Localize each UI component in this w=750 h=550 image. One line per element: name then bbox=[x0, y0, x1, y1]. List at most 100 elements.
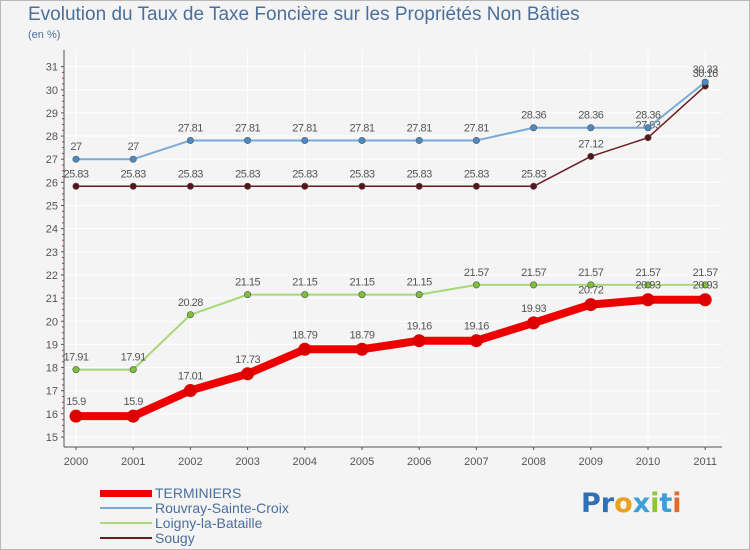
data-label-rouvray-sainte-croix: 30.33 bbox=[693, 64, 718, 76]
series-line-sougy bbox=[75, 85, 706, 188]
data-label-loigny-la-bataille: 17.91 bbox=[63, 352, 88, 364]
data-point-sougy bbox=[72, 182, 80, 190]
series-line-terminiers bbox=[72, 295, 710, 421]
data-point-rouvray-sainte-croix bbox=[358, 136, 366, 144]
data-label-rouvray-sainte-croix: 27.81 bbox=[292, 122, 317, 134]
legend-swatch-rouvray-sainte-croix bbox=[100, 507, 152, 509]
x-tick-label: 2011 bbox=[693, 456, 717, 468]
y-tick-label: 18 bbox=[46, 363, 58, 375]
data-label-sougy: 25.83 bbox=[121, 168, 146, 180]
data-point-loigny-la-bataille bbox=[472, 281, 480, 289]
legend-label-sougy: Sougy bbox=[155, 530, 195, 546]
data-label-terminiers: 18.79 bbox=[292, 329, 317, 341]
data-point-sougy bbox=[244, 182, 252, 190]
series-line-rouvray-sainte-croix bbox=[75, 81, 707, 161]
data-point-loigny-la-bataille bbox=[587, 281, 595, 289]
plot-area bbox=[64, 50, 722, 447]
chart-title: Evolution du Taux de Taxe Foncière sur l… bbox=[28, 4, 580, 25]
data-point-rouvray-sainte-croix bbox=[472, 136, 480, 144]
data-point-rouvray-sainte-croix bbox=[129, 155, 137, 163]
data-point-sougy bbox=[358, 182, 366, 190]
data-point-terminiers bbox=[126, 409, 140, 423]
data-point-rouvray-sainte-croix bbox=[701, 78, 709, 86]
y-axis-unit-label: (en %) bbox=[28, 29, 61, 41]
data-label-sougy: 25.83 bbox=[63, 168, 88, 180]
y-tick-label: 22 bbox=[46, 270, 58, 282]
data-label-sougy: 27.12 bbox=[578, 138, 603, 150]
data-label-loigny-la-bataille: 20.28 bbox=[178, 297, 203, 309]
data-label-loigny-la-bataille: 21.15 bbox=[292, 277, 317, 289]
data-label-loigny-la-bataille: 21.15 bbox=[235, 277, 260, 289]
data-label-loigny-la-bataille: 21.57 bbox=[464, 267, 489, 279]
data-point-sougy bbox=[415, 182, 423, 190]
x-tick-label: 2003 bbox=[235, 456, 259, 468]
data-point-sougy bbox=[530, 182, 538, 190]
x-tick-label: 2008 bbox=[521, 456, 545, 468]
data-point-rouvray-sainte-croix bbox=[72, 155, 80, 163]
y-tick-label: 19 bbox=[46, 339, 58, 351]
data-label-sougy: 25.83 bbox=[521, 168, 546, 180]
data-point-rouvray-sainte-croix bbox=[530, 124, 538, 132]
y-tick-label: 29 bbox=[46, 108, 58, 120]
data-label-sougy: 25.83 bbox=[178, 168, 203, 180]
x-tick-label: 2002 bbox=[178, 456, 202, 468]
data-point-loigny-la-bataille bbox=[701, 281, 709, 289]
data-label-loigny-la-bataille: 21.15 bbox=[349, 277, 374, 289]
legend-label-terminiers: TERMINIERS bbox=[155, 485, 242, 501]
data-label-terminiers: 15.9 bbox=[66, 396, 86, 408]
x-tick-label: 2000 bbox=[64, 456, 88, 468]
data-label-loigny-la-bataille: 21.57 bbox=[635, 267, 660, 279]
proxiti-logo: Proxiti bbox=[581, 488, 682, 519]
data-label-rouvray-sainte-croix: 27.81 bbox=[235, 122, 260, 134]
logo-letter: x bbox=[632, 488, 651, 519]
data-point-loigny-la-bataille bbox=[244, 291, 252, 299]
y-tick-label: 31 bbox=[46, 62, 58, 74]
logo-letter: t bbox=[659, 488, 673, 519]
x-tick-label: 2010 bbox=[636, 456, 660, 468]
data-point-loigny-la-bataille bbox=[644, 281, 652, 289]
data-label-terminiers: 19.93 bbox=[521, 303, 546, 315]
logo-letter: o bbox=[614, 488, 633, 519]
legend-swatch-sougy bbox=[100, 537, 152, 539]
data-point-terminiers bbox=[412, 334, 426, 348]
y-tick-label: 25 bbox=[46, 201, 58, 213]
data-point-sougy bbox=[587, 152, 595, 160]
logo-letter: P bbox=[581, 488, 601, 519]
x-tick-label: 2006 bbox=[407, 456, 431, 468]
data-label-rouvray-sainte-croix: 28.36 bbox=[635, 110, 660, 122]
data-point-loigny-la-bataille bbox=[72, 366, 80, 374]
data-point-loigny-la-bataille bbox=[129, 366, 137, 374]
data-point-sougy bbox=[472, 182, 480, 190]
legend-label-loigny-la-bataille: Loigny-la-Bataille bbox=[155, 515, 263, 531]
data-point-rouvray-sainte-croix bbox=[644, 124, 652, 132]
data-label-loigny-la-bataille: 21.57 bbox=[521, 267, 546, 279]
data-label-sougy: 25.83 bbox=[292, 168, 317, 180]
series-line-loigny-la-bataille bbox=[75, 283, 707, 371]
data-point-sougy bbox=[186, 182, 194, 190]
data-point-sougy bbox=[301, 182, 309, 190]
data-label-rouvray-sainte-croix: 27.81 bbox=[407, 122, 432, 134]
data-point-sougy bbox=[129, 182, 137, 190]
data-point-terminiers bbox=[69, 409, 83, 423]
data-point-terminiers bbox=[698, 293, 712, 307]
data-label-rouvray-sainte-croix: 28.36 bbox=[521, 110, 546, 122]
y-tick-label: 30 bbox=[46, 85, 58, 97]
data-label-terminiers: 19.16 bbox=[407, 321, 432, 333]
data-label-sougy: 25.83 bbox=[464, 168, 489, 180]
data-point-rouvray-sainte-croix bbox=[186, 136, 194, 144]
data-label-loigny-la-bataille: 21.57 bbox=[693, 267, 718, 279]
data-point-loigny-la-bataille bbox=[530, 281, 538, 289]
x-tick-label: 2005 bbox=[350, 456, 374, 468]
data-point-rouvray-sainte-croix bbox=[587, 124, 595, 132]
legend-label-rouvray-sainte-croix: Rouvray-Sainte-Croix bbox=[155, 500, 289, 516]
y-tick-label: 16 bbox=[46, 409, 58, 421]
data-point-loigny-la-bataille bbox=[415, 291, 423, 299]
data-point-rouvray-sainte-croix bbox=[301, 136, 309, 144]
data-label-loigny-la-bataille: 21.57 bbox=[578, 267, 603, 279]
data-point-terminiers bbox=[527, 316, 541, 330]
x-tick-label: 2009 bbox=[579, 456, 603, 468]
data-point-rouvray-sainte-croix bbox=[244, 136, 252, 144]
data-label-rouvray-sainte-croix: 27.81 bbox=[464, 122, 489, 134]
data-point-loigny-la-bataille bbox=[186, 311, 194, 319]
